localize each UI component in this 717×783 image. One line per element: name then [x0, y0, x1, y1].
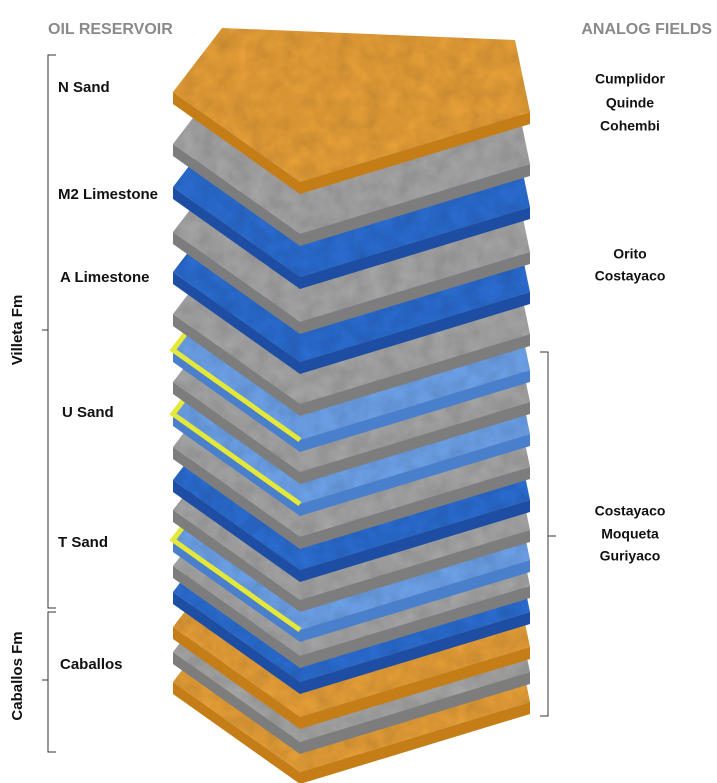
layer-label: M2 Limestone — [58, 186, 158, 203]
analog-field: Costayaco — [595, 503, 666, 519]
analog-bracket — [540, 351, 556, 717]
layer-label: A Limestone — [60, 269, 149, 286]
analog-field: Cohembi — [600, 118, 660, 134]
analog-field: Quinde — [606, 95, 654, 111]
slab-side — [173, 480, 530, 582]
analog-field: Cumplidor — [595, 71, 666, 87]
slab-side — [173, 314, 530, 416]
left-header: OIL RESERVOIR — [48, 21, 173, 38]
layer-label: T Sand — [58, 534, 108, 551]
analog-field: Orito — [613, 246, 646, 262]
slab-side — [173, 627, 530, 729]
formation-label: Caballos Fm — [9, 631, 26, 720]
layer-stack — [169, 28, 530, 783]
layer-label: N Sand — [58, 79, 110, 96]
analog-field: Moqueta — [601, 526, 659, 542]
layer-label: U Sand — [62, 404, 114, 421]
slab-side — [173, 652, 530, 754]
slab-side — [173, 447, 530, 549]
slab-side — [173, 272, 530, 374]
caballos-bracket — [42, 611, 56, 753]
analog-field: Costayaco — [595, 268, 666, 284]
slab-side — [173, 144, 530, 246]
slab-side — [173, 510, 530, 612]
villeta-bracket — [42, 54, 56, 609]
slab-side — [173, 566, 530, 668]
right-header: ANALOG FIELDS — [581, 21, 712, 38]
slab-top — [173, 28, 530, 182]
layer-label: Caballos — [60, 656, 123, 673]
slab-side — [173, 232, 530, 334]
formation-label: Villeta Fm — [9, 295, 26, 366]
slab-side — [173, 592, 530, 694]
slab-side — [173, 682, 530, 783]
slab-side — [173, 382, 530, 484]
slab-side — [173, 92, 530, 194]
analog-field: Guriyaco — [600, 548, 661, 564]
slab-side — [173, 187, 530, 289]
